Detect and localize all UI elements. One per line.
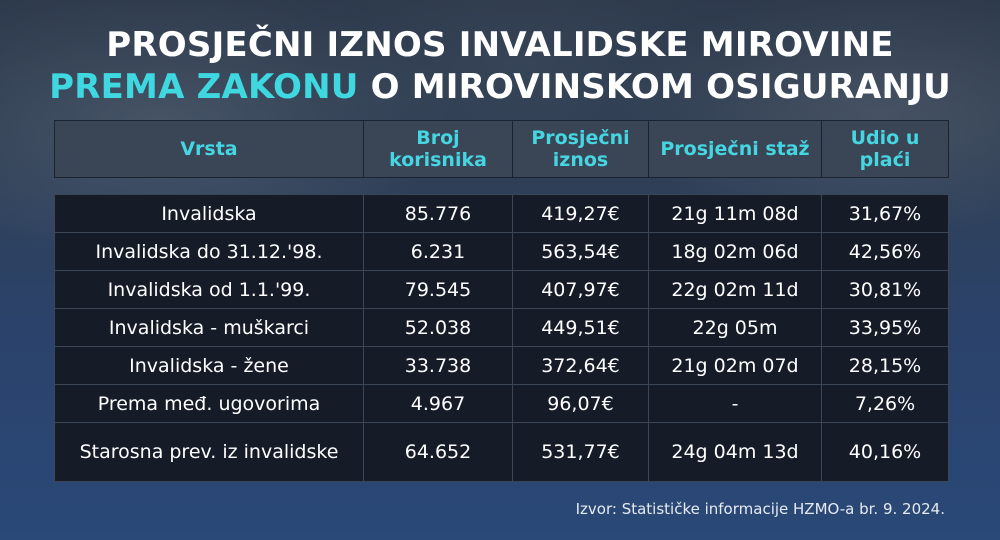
table-cell: Invalidska bbox=[54, 194, 364, 233]
header-cell: Vrsta bbox=[54, 120, 364, 178]
table-cell: 7,26% bbox=[821, 384, 949, 423]
table-cell: 79.545 bbox=[363, 270, 513, 309]
table-cell: Invalidska - muškarci bbox=[54, 308, 364, 347]
table-cell: 33,95% bbox=[821, 308, 949, 347]
table-row: Invalidska - muškarci 52.038 449,51€ 22g… bbox=[54, 308, 949, 347]
table-cell: Starosna prev. iz invalidske bbox=[54, 422, 364, 482]
table-cell: 42,56% bbox=[821, 232, 949, 271]
table-cell: 372,64€ bbox=[512, 346, 649, 385]
table-cell: Invalidska do 31.12.'98. bbox=[54, 232, 364, 271]
table-cell: 407,97€ bbox=[512, 270, 649, 309]
table-cell: 28,15% bbox=[821, 346, 949, 385]
title-accent: PREMA ZAKONU bbox=[49, 67, 359, 107]
table-cell: 6.231 bbox=[363, 232, 513, 271]
table-row: Starosna prev. iz invalidske 64.652 531,… bbox=[54, 422, 949, 482]
table-cell: 24g 04m 13d bbox=[648, 422, 822, 482]
table-row: Invalidska 85.776 419,27€ 21g 11m 08d 31… bbox=[54, 194, 949, 233]
table-cell: 563,54€ bbox=[512, 232, 649, 271]
table-row: Invalidska od 1.1.'99. 79.545 407,97€ 22… bbox=[54, 270, 949, 309]
table-row: Invalidska - žene 33.738 372,64€ 21g 02m… bbox=[54, 346, 949, 385]
table-cell: 22g 05m bbox=[648, 308, 822, 347]
table-cell: 30,81% bbox=[821, 270, 949, 309]
table-cell: 419,27€ bbox=[512, 194, 649, 233]
table-cell: 31,67% bbox=[821, 194, 949, 233]
table-cell: 21g 11m 08d bbox=[648, 194, 822, 233]
header-cell: Prosječni staž bbox=[648, 120, 822, 178]
header-cell: Udio u plaći bbox=[821, 120, 949, 178]
table-cell: 52.038 bbox=[363, 308, 513, 347]
title-line-2: PREMA ZAKONU O MIROVINSKOM OSIGURANJU bbox=[0, 66, 1000, 108]
table-cell: 449,51€ bbox=[512, 308, 649, 347]
table-cell: 18g 02m 06d bbox=[648, 232, 822, 271]
table-cell: 33.738 bbox=[363, 346, 513, 385]
table-cell: Invalidska - žene bbox=[54, 346, 364, 385]
header-cell: Broj korisnika bbox=[363, 120, 513, 178]
table-cell: Prema međ. ugovorima bbox=[54, 384, 364, 423]
table-cell: 531,77€ bbox=[512, 422, 649, 482]
data-table: Vrsta Broj korisnika Prosječni iznos Pro… bbox=[54, 120, 949, 482]
table-cell: 40,16% bbox=[821, 422, 949, 482]
table-cell: Invalidska od 1.1.'99. bbox=[54, 270, 364, 309]
table-cell: - bbox=[648, 384, 822, 423]
title-rest: O MIROVINSKOM OSIGURANJU bbox=[358, 67, 951, 107]
header-cell: Prosječni iznos bbox=[512, 120, 649, 178]
table-cell: 85.776 bbox=[363, 194, 513, 233]
page-title: PROSJEČNI IZNOS INVALIDSKE MIROVINE PREM… bbox=[0, 24, 1000, 108]
title-line-1: PROSJEČNI IZNOS INVALIDSKE MIROVINE bbox=[106, 25, 894, 65]
table-cell: 22g 02m 11d bbox=[648, 270, 822, 309]
table-cell: 4.967 bbox=[363, 384, 513, 423]
table-cell: 96,07€ bbox=[512, 384, 649, 423]
table-cell: 64.652 bbox=[363, 422, 513, 482]
table-cell: 21g 02m 07d bbox=[648, 346, 822, 385]
header-row: Vrsta Broj korisnika Prosječni iznos Pro… bbox=[54, 120, 949, 178]
table-row: Invalidska do 31.12.'98. 6.231 563,54€ 1… bbox=[54, 232, 949, 271]
table-row: Prema međ. ugovorima 4.967 96,07€ - 7,26… bbox=[54, 384, 949, 423]
source-note: Izvor: Statističke informacije HZMO-a br… bbox=[575, 500, 945, 518]
